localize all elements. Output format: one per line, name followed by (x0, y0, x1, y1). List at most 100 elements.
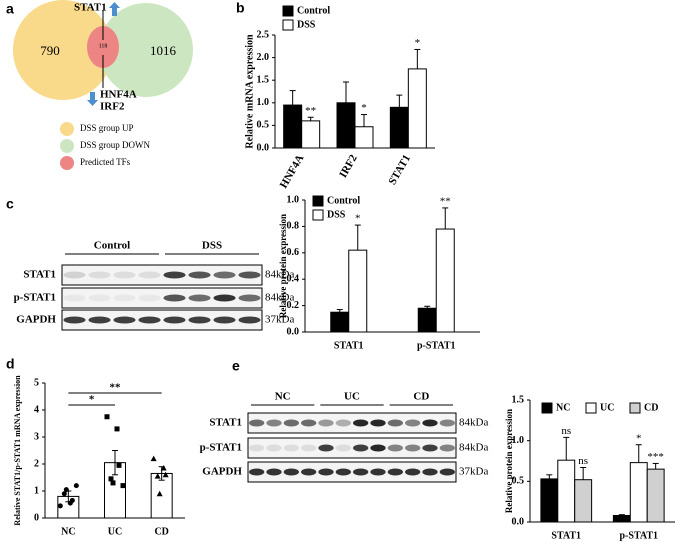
point (57, 503, 63, 509)
size-label: 84kDa (265, 269, 294, 281)
point (69, 497, 75, 503)
down-arrow-icon (87, 92, 98, 106)
legend-label: Control (297, 5, 330, 16)
venn-count: 790 (40, 43, 60, 58)
legend-swatch (629, 402, 641, 414)
size-label: 37kDa (459, 466, 488, 478)
legend-swatch (541, 402, 553, 414)
bar (301, 120, 321, 149)
blot-band (249, 468, 265, 476)
blot-band (213, 316, 236, 324)
point (61, 491, 67, 497)
panel-label: d (6, 356, 15, 372)
blot-band (353, 444, 369, 452)
blot-band (335, 468, 351, 476)
blot-band (405, 468, 421, 476)
down-gene: IRF2 (100, 101, 125, 113)
blot-band (238, 294, 261, 302)
group-label: CD (413, 391, 429, 403)
blot-strip (247, 461, 457, 483)
y-axis-label: Relative protein expression (278, 214, 288, 318)
x-tick-label: p-STAT1 (417, 340, 456, 351)
blot-band (301, 419, 317, 427)
point (63, 487, 69, 493)
blot-band (213, 271, 236, 279)
point (160, 465, 167, 471)
group-label: Control (94, 240, 130, 252)
legend-swatch (60, 156, 74, 170)
blot-band (301, 468, 317, 476)
legend-swatch (60, 139, 74, 153)
venn-count: 118 (99, 43, 108, 49)
blot-band (422, 419, 438, 427)
significance: * (361, 102, 367, 114)
size-label: 84kDa (265, 292, 294, 304)
x-tick-label: STAT1 (334, 340, 364, 351)
y-tick-label: 1.5 (257, 74, 270, 85)
significance: *** (647, 451, 664, 463)
blot-band (249, 444, 265, 452)
bar (629, 462, 648, 523)
point (150, 455, 157, 462)
point (154, 473, 161, 479)
legend-label: DSS (297, 19, 316, 30)
bar (354, 126, 374, 149)
group-label: DSS (202, 240, 222, 252)
blot-band (335, 419, 351, 427)
point (162, 471, 169, 478)
blot-band (370, 419, 386, 427)
blot-band (405, 444, 421, 452)
blot-strip (61, 287, 263, 309)
blot-band (138, 316, 161, 324)
y-tick-label: 2.5 (257, 29, 270, 40)
bar (574, 479, 593, 523)
y-tick-label: 0.5 (257, 120, 270, 131)
legend-label: CD (644, 402, 658, 413)
point (104, 414, 110, 420)
panel-label: c (6, 196, 14, 212)
size-label: 84kDa (459, 442, 488, 454)
panel-label: e (232, 358, 240, 374)
legend-swatch (282, 19, 294, 31)
x-tick-label: NC (61, 526, 75, 537)
blot-band (283, 419, 299, 427)
x-tick-label: CD (154, 526, 168, 537)
y-tick-label: 1.0 (257, 97, 270, 108)
bar (330, 311, 350, 333)
y-tick-label: 0.6 (287, 247, 300, 258)
venn-count: 1016 (150, 43, 177, 58)
y-axis-label: Relative mRNA expression (244, 34, 255, 149)
blot-band (113, 316, 136, 324)
size-label: 84kDa (459, 417, 488, 429)
protein-label: STAT1 (23, 269, 56, 281)
bar (557, 459, 576, 523)
blot-band (113, 271, 136, 279)
blot-band (318, 468, 334, 476)
legend-swatch (60, 122, 74, 136)
up-arrow-icon (109, 2, 120, 16)
venn-overlap (87, 26, 119, 68)
blot-band (88, 316, 111, 324)
x-tick-label: IRF2 (337, 152, 360, 180)
significance: ns (578, 455, 588, 467)
blot-strip (61, 264, 263, 286)
panel-a: 790 1016 118 STAT1 HNF4A IRF2 DSS group … (13, 0, 193, 170)
blot-band (213, 294, 236, 302)
blot-band (353, 468, 369, 476)
blot-band (138, 294, 161, 302)
blot-band (439, 419, 455, 427)
bar (540, 478, 559, 523)
significance: ns (561, 425, 571, 437)
protein-label: p-STAT1 (14, 292, 56, 304)
y-tick-label: 0.0 (287, 326, 300, 337)
blot-band (163, 316, 186, 324)
blot-band (318, 419, 334, 427)
legend-swatch (585, 402, 597, 414)
blot-band (266, 468, 282, 476)
legend-label: DSS group DOWN (80, 140, 151, 150)
legend-swatch (312, 195, 324, 207)
y-tick-label: 0.4 (287, 273, 300, 284)
venn-up (13, 0, 113, 100)
x-tick-label: UC (108, 526, 122, 537)
